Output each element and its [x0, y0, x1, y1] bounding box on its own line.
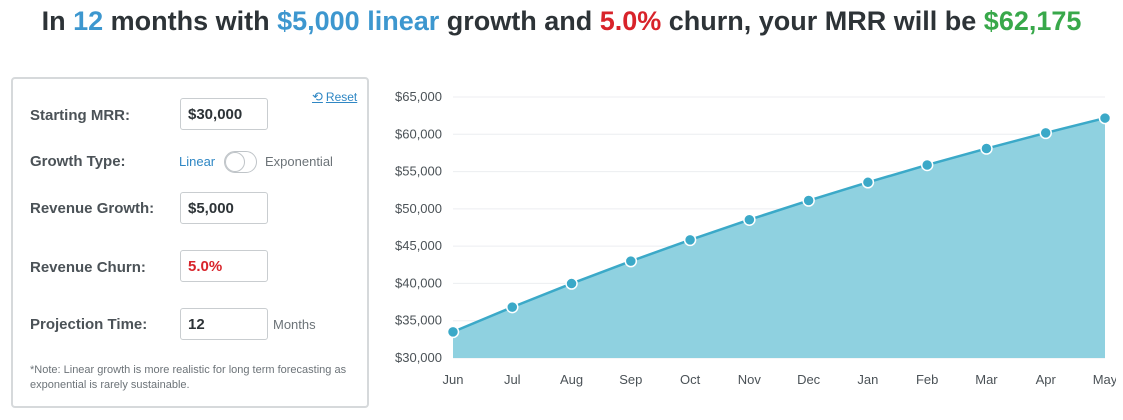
x-tick-label: May — [1093, 372, 1116, 387]
growth-type-label: Growth Type: — [30, 153, 126, 170]
headline-churn: 5.0% — [599, 6, 662, 36]
headline-mrr: $62,175 — [983, 6, 1082, 36]
data-point[interactable] — [1039, 126, 1052, 140]
data-point[interactable] — [565, 277, 578, 290]
headline: In 12 months with $5,000 linear growth a… — [0, 6, 1123, 37]
x-tick-label: Apr — [1036, 372, 1057, 387]
headline-growth: $5,000 linear — [277, 6, 440, 36]
x-tick-label: Jan — [857, 372, 878, 387]
chart-line — [452, 116, 1106, 334]
headline-text-4: churn, your MRR will be — [661, 6, 984, 36]
revenue-churn-label: Revenue Churn: — [30, 259, 146, 276]
x-tick-label: Feb — [916, 372, 938, 387]
revenue-churn-input[interactable]: 5.0% — [180, 250, 268, 282]
projection-time-value: 12 — [188, 315, 205, 333]
refresh-icon: ⟲ — [312, 89, 323, 104]
headline-text-1: In — [41, 6, 74, 36]
data-point[interactable] — [861, 176, 875, 189]
headline-text-2: months with — [103, 6, 278, 36]
headline-months: 12 — [73, 6, 104, 36]
y-tick-label: $60,000 — [395, 126, 442, 141]
data-point[interactable] — [802, 194, 815, 207]
projection-time-label: Projection Time: — [30, 316, 148, 333]
data-point[interactable] — [980, 142, 993, 155]
y-tick-label: $45,000 — [395, 238, 442, 253]
data-point[interactable] — [506, 300, 519, 314]
growth-note: *Note: Linear growth is more realistic f… — [30, 364, 347, 391]
data-point[interactable] — [920, 158, 934, 172]
x-tick-label: Sep — [619, 372, 642, 387]
chart-x-axis: Jun Jul Aug Sep Oct Nov Dec Jan Feb Mar Apr May — [443, 372, 1116, 387]
growth-type-toggle[interactable] — [224, 151, 257, 173]
x-tick-label: Jun — [443, 372, 464, 387]
projection-time-unit: Months — [273, 317, 316, 332]
revenue-churn-value: 5.0% — [188, 257, 223, 275]
x-tick-label: Dec — [797, 372, 821, 387]
reset-label: Reset — [325, 90, 358, 104]
data-point[interactable] — [743, 213, 756, 226]
x-tick-label: Oct — [680, 372, 701, 387]
data-point[interactable] — [624, 254, 638, 268]
revenue-growth-input[interactable]: $5,000 — [180, 192, 268, 224]
starting-mrr-value: $30,000 — [188, 105, 243, 123]
y-tick-label: $65,000 — [395, 89, 442, 104]
data-point[interactable] — [446, 325, 460, 339]
y-tick-label: $30,000 — [395, 350, 442, 365]
x-tick-label: Jul — [504, 372, 521, 387]
mrr-chart: $30,000 $35,000 $40,000 $45,000 $50,000 $55,0… — [395, 89, 1116, 387]
x-tick-label: Mar — [975, 372, 998, 387]
chart-area — [453, 118, 1105, 358]
chart-y-axis: $30,000 $35,000 $40,000 $45,000 $50,000 $55,0… — [395, 89, 442, 365]
toggle-knob — [225, 152, 245, 172]
projection-time-input[interactable]: 12 — [180, 308, 268, 340]
reset-button[interactable]: ⟲ Reset — [312, 89, 357, 105]
y-tick-label: $40,000 — [395, 275, 442, 290]
revenue-growth-value: $5,000 — [188, 199, 234, 217]
data-point[interactable] — [683, 233, 697, 247]
y-tick-label: $55,000 — [395, 164, 442, 179]
starting-mrr-input[interactable]: $30,000 — [180, 98, 268, 130]
growth-type-exponential-option[interactable]: Exponential — [265, 154, 333, 169]
headline-text-3: growth and — [439, 6, 600, 36]
y-tick-label: $35,000 — [395, 313, 442, 328]
x-tick-label: Aug — [560, 372, 583, 387]
chart-points — [446, 111, 1112, 339]
settings-panel: ⟲ Reset Starting MRR: $30,000 Growth Typ… — [11, 77, 369, 408]
x-tick-label: Nov — [738, 372, 762, 387]
data-point[interactable] — [1098, 111, 1112, 125]
revenue-growth-label: Revenue Growth: — [30, 200, 155, 217]
starting-mrr-label: Starting MRR: — [30, 107, 130, 124]
growth-type-linear-option[interactable]: Linear — [179, 154, 216, 169]
y-tick-label: $50,000 — [395, 201, 442, 216]
